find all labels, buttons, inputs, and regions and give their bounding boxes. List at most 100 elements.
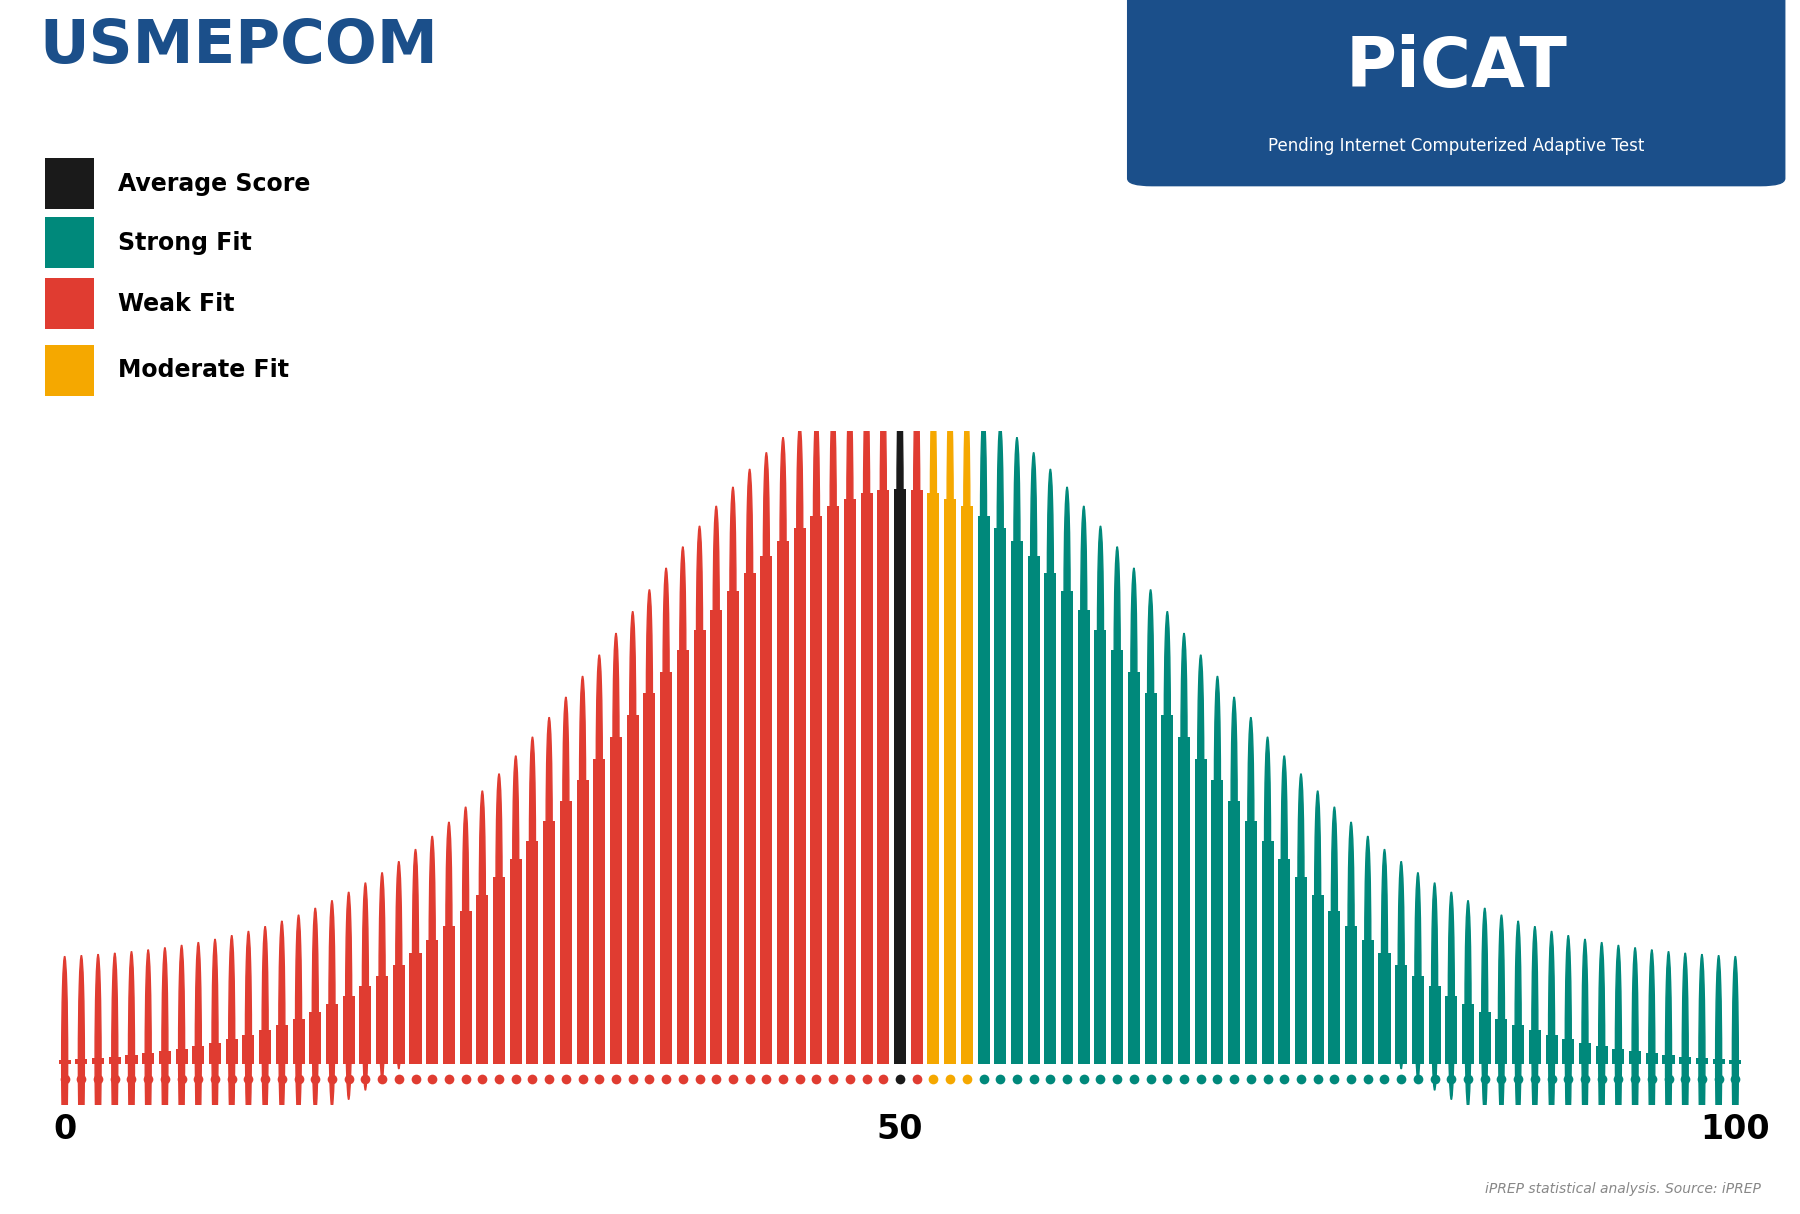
Circle shape (1098, 526, 1103, 733)
Bar (828, 506, 839, 1065)
Circle shape (931, 390, 936, 597)
Text: Average Score: Average Score (117, 172, 310, 195)
Text: Moderate Fit: Moderate Fit (117, 358, 288, 382)
Bar (1012, 541, 1022, 1065)
Circle shape (779, 437, 787, 645)
Circle shape (1732, 957, 1739, 1164)
Circle shape (880, 386, 886, 594)
Bar (275, 1025, 288, 1065)
Bar (1462, 1004, 1474, 1065)
Circle shape (311, 908, 319, 1116)
Circle shape (1130, 568, 1138, 776)
Bar (1730, 1060, 1741, 1065)
Circle shape (797, 424, 803, 631)
Circle shape (229, 936, 234, 1142)
Text: Score Distribution: Score Distribution (58, 125, 344, 154)
Circle shape (1215, 676, 1220, 884)
Circle shape (662, 568, 670, 776)
Circle shape (646, 590, 652, 798)
Circle shape (513, 756, 518, 963)
Bar (1512, 1025, 1525, 1065)
Circle shape (1532, 926, 1537, 1134)
Circle shape (1282, 756, 1287, 963)
Bar (1094, 630, 1107, 1065)
Circle shape (295, 915, 302, 1122)
Bar (526, 840, 538, 1065)
Circle shape (896, 385, 904, 592)
Bar (310, 1011, 320, 1065)
Circle shape (1399, 862, 1404, 1068)
Circle shape (680, 546, 686, 754)
Bar (1645, 1054, 1658, 1065)
Bar (1379, 953, 1391, 1065)
Bar (1496, 1019, 1507, 1065)
Bar (626, 715, 639, 1065)
Bar (794, 528, 806, 1065)
Bar (376, 976, 389, 1065)
Bar (961, 506, 972, 1065)
Circle shape (463, 807, 468, 1015)
Bar (142, 1054, 155, 1065)
Circle shape (1231, 697, 1237, 904)
Bar (1211, 779, 1224, 1065)
Text: Strong Fit: Strong Fit (117, 231, 252, 255)
Bar (1129, 671, 1139, 1065)
Bar (677, 651, 689, 1065)
Circle shape (1314, 790, 1321, 998)
Circle shape (1381, 850, 1388, 1056)
Bar (1294, 878, 1307, 1065)
Bar (108, 1056, 121, 1065)
Circle shape (1665, 952, 1672, 1159)
Bar (844, 499, 855, 1065)
Bar (1629, 1051, 1642, 1065)
Bar (945, 499, 956, 1065)
Bar (92, 1059, 104, 1065)
Circle shape (1181, 634, 1186, 840)
Circle shape (1449, 892, 1454, 1100)
Bar (711, 609, 722, 1065)
Circle shape (162, 948, 167, 1155)
Bar (610, 737, 623, 1065)
Bar (59, 1060, 70, 1065)
Circle shape (263, 926, 268, 1134)
Circle shape (178, 946, 185, 1152)
Circle shape (1615, 946, 1622, 1152)
Bar (76, 1059, 88, 1065)
Circle shape (346, 892, 351, 1100)
Bar (1595, 1046, 1607, 1065)
Circle shape (1197, 654, 1204, 862)
Circle shape (95, 954, 101, 1162)
Bar (1328, 910, 1341, 1065)
Bar (392, 965, 405, 1065)
Bar (810, 516, 823, 1065)
Circle shape (1013, 437, 1021, 645)
Circle shape (864, 390, 869, 597)
Bar (1195, 759, 1206, 1065)
Bar (1145, 693, 1157, 1065)
Bar (1111, 651, 1123, 1065)
Circle shape (412, 850, 419, 1056)
Bar (1161, 715, 1174, 1065)
Bar (1528, 1031, 1541, 1065)
Circle shape (1566, 936, 1571, 1142)
Circle shape (329, 901, 335, 1108)
Circle shape (212, 940, 218, 1146)
Bar (860, 493, 873, 1065)
Circle shape (1064, 487, 1069, 694)
Bar (560, 801, 572, 1065)
Text: PiCAT: PiCAT (1345, 34, 1568, 101)
Circle shape (428, 836, 436, 1044)
Bar (1445, 995, 1458, 1065)
Circle shape (1582, 940, 1588, 1146)
Circle shape (1165, 612, 1170, 818)
Bar (1345, 926, 1357, 1065)
Text: 0: 0 (52, 1113, 76, 1146)
Circle shape (396, 862, 401, 1068)
Bar (576, 779, 589, 1065)
Bar (409, 953, 421, 1065)
Text: Pending Internet Computerized Adaptive Test: Pending Internet Computerized Adaptive T… (1267, 137, 1645, 155)
Circle shape (1633, 948, 1638, 1155)
Circle shape (846, 395, 853, 602)
Bar (911, 489, 923, 1065)
Bar (778, 541, 788, 1065)
